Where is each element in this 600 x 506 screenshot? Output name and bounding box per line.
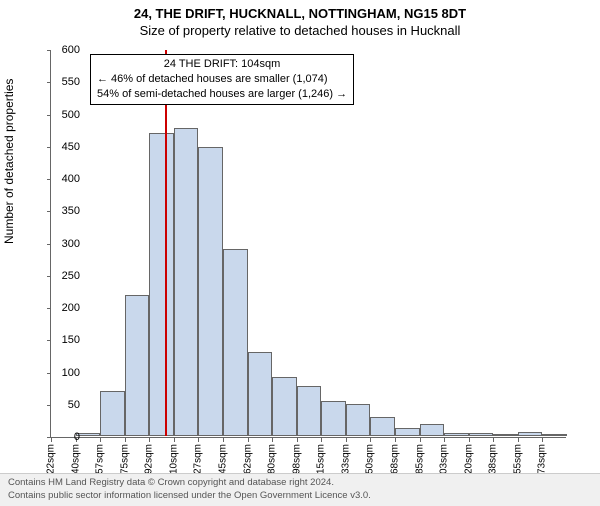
histogram-bar: [174, 128, 199, 436]
y-tick-label: 550: [50, 76, 80, 88]
footer-attribution: Contains HM Land Registry data © Crown c…: [0, 473, 600, 506]
histogram-bar: [542, 434, 567, 436]
histogram-bar: [297, 386, 322, 436]
histogram-bar: [198, 147, 223, 436]
x-tick-label: 57sqm: [95, 444, 106, 474]
x-tick-mark: [149, 438, 150, 442]
x-tick-label: 22sqm: [46, 444, 57, 474]
histogram-chart: 22sqm40sqm57sqm75sqm92sqm110sqm127sqm145…: [50, 50, 566, 438]
x-tick-mark: [518, 438, 519, 442]
histogram-bar: [100, 391, 125, 436]
y-tick-label: 0: [50, 431, 80, 443]
x-tick-mark: [297, 438, 298, 442]
x-tick-mark: [370, 438, 371, 442]
annotation-box: 24 THE DRIFT: 104sqm ← 46% of detached h…: [90, 54, 354, 105]
y-tick-label: 450: [50, 141, 80, 153]
y-tick-label: 100: [50, 367, 80, 379]
x-tick-mark: [493, 438, 494, 442]
y-tick-label: 350: [50, 205, 80, 217]
histogram-bar: [248, 352, 273, 436]
histogram-bar: [346, 404, 371, 436]
x-tick-mark: [198, 438, 199, 442]
y-tick-label: 400: [50, 173, 80, 185]
x-tick-mark: [469, 438, 470, 442]
property-marker-line: [165, 50, 167, 436]
x-tick-mark: [248, 438, 249, 442]
histogram-bar: [444, 433, 469, 436]
annotation-line2: ← 46% of detached houses are smaller (1,…: [97, 72, 347, 87]
x-tick-label: 75sqm: [119, 444, 130, 474]
x-tick-label: 40sqm: [70, 444, 81, 474]
histogram-bar: [420, 424, 445, 436]
annotation-line3: 54% of semi-detached houses are larger (…: [97, 87, 347, 102]
x-tick-mark: [125, 438, 126, 442]
annotation-line1: 24 THE DRIFT: 104sqm: [97, 57, 347, 72]
histogram-bar: [370, 417, 395, 436]
x-tick-mark: [395, 438, 396, 442]
y-tick-label: 600: [50, 44, 80, 56]
x-tick-label: 92sqm: [144, 444, 155, 474]
histogram-bar: [469, 433, 494, 436]
plot-area: 22sqm40sqm57sqm75sqm92sqm110sqm127sqm145…: [50, 50, 566, 438]
y-tick-label: 150: [50, 334, 80, 346]
y-axis-label: Number of detached properties: [2, 79, 16, 244]
footer-line1: Contains HM Land Registry data © Crown c…: [8, 477, 592, 489]
x-tick-mark: [272, 438, 273, 442]
x-tick-mark: [100, 438, 101, 442]
histogram-bar: [125, 295, 150, 436]
page-title-address: 24, THE DRIFT, HUCKNALL, NOTTINGHAM, NG1…: [0, 6, 600, 21]
y-tick-label: 50: [50, 399, 80, 411]
histogram-bar: [272, 377, 297, 436]
footer-line2: Contains public sector information licen…: [8, 490, 592, 502]
x-tick-mark: [444, 438, 445, 442]
y-tick-label: 200: [50, 302, 80, 314]
x-tick-mark: [321, 438, 322, 442]
x-tick-mark: [420, 438, 421, 442]
x-tick-mark: [346, 438, 347, 442]
histogram-bar: [493, 434, 518, 436]
histogram-bar: [149, 133, 174, 436]
histogram-bar: [223, 249, 248, 436]
y-tick-label: 300: [50, 238, 80, 250]
x-tick-mark: [174, 438, 175, 442]
x-tick-mark: [223, 438, 224, 442]
histogram-bar: [518, 432, 543, 436]
x-tick-mark: [542, 438, 543, 442]
y-tick-label: 250: [50, 270, 80, 282]
histogram-bar: [321, 401, 346, 436]
y-tick-label: 500: [50, 109, 80, 121]
histogram-bar: [395, 428, 420, 436]
page-title-desc: Size of property relative to detached ho…: [0, 23, 600, 38]
